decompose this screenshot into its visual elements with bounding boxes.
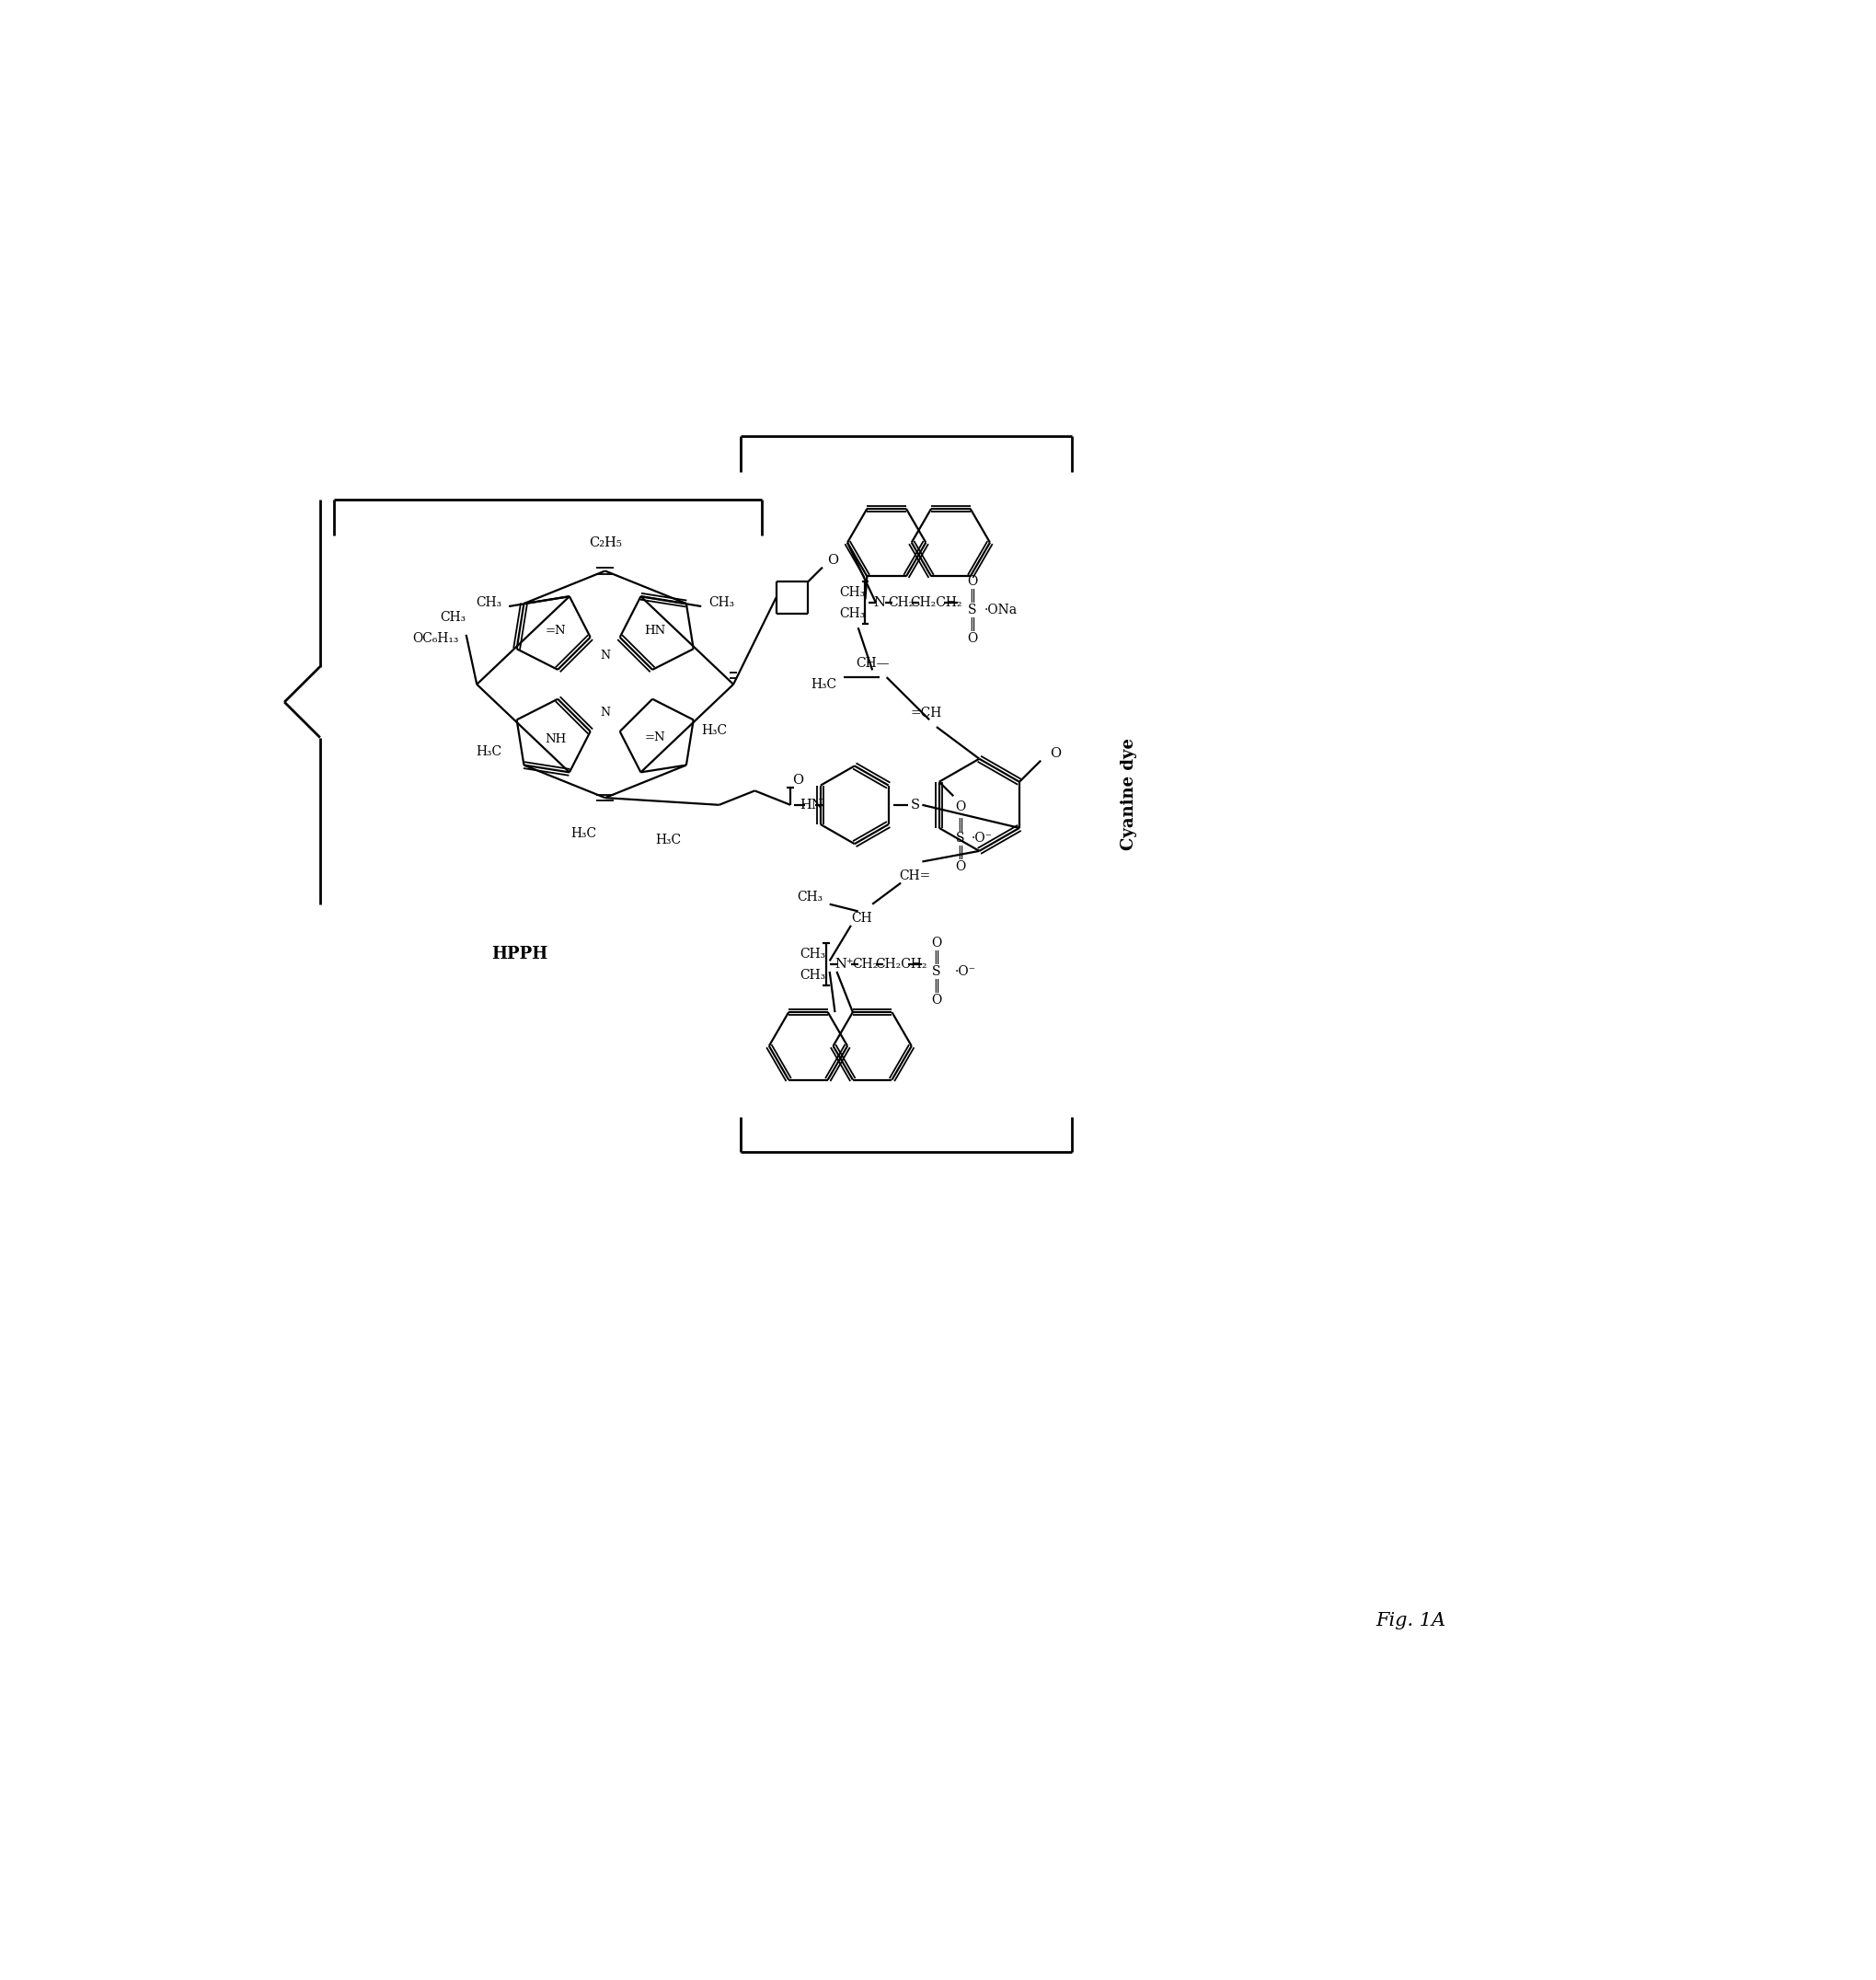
Text: O: O: [955, 800, 966, 814]
Text: CH₃: CH₃: [797, 891, 822, 903]
Text: CH₃: CH₃: [801, 968, 825, 982]
Text: O: O: [1049, 746, 1060, 760]
Text: ‖: ‖: [932, 978, 940, 992]
Text: HN: HN: [643, 626, 666, 638]
Text: O: O: [827, 554, 839, 566]
Text: Fig. 1A: Fig. 1A: [1375, 1612, 1446, 1630]
Text: ‖: ‖: [957, 845, 964, 859]
Text: O: O: [966, 632, 977, 645]
Text: N⁺: N⁺: [835, 958, 854, 970]
Text: O: O: [930, 994, 942, 1006]
Text: CH₂: CH₂: [852, 958, 878, 970]
Text: N: N: [874, 596, 885, 610]
Text: CH—: CH—: [855, 657, 889, 669]
Text: ‖: ‖: [957, 818, 964, 832]
Text: CH₃: CH₃: [477, 596, 501, 610]
Text: =N: =N: [544, 626, 567, 638]
Text: H₃C: H₃C: [810, 677, 837, 691]
Text: CH₃: CH₃: [709, 596, 734, 610]
Text: S: S: [968, 604, 977, 616]
Text: CH₂CH₂: CH₂CH₂: [874, 958, 927, 970]
Text: =CH: =CH: [910, 707, 942, 719]
Text: ·O⁻: ·O⁻: [955, 964, 976, 978]
Text: S: S: [957, 832, 964, 845]
Text: CH: CH: [852, 913, 872, 925]
Text: ‖: ‖: [968, 618, 976, 632]
Text: S: S: [932, 964, 942, 978]
Text: CH₃: CH₃: [839, 608, 865, 620]
Text: CH₃: CH₃: [441, 610, 465, 624]
Text: =N: =N: [645, 731, 666, 744]
Text: ‖: ‖: [968, 588, 976, 602]
Text: H₃C: H₃C: [570, 828, 597, 840]
Text: ·O⁻: ·O⁻: [972, 832, 992, 845]
Text: H₃C: H₃C: [702, 725, 728, 737]
Text: ‖: ‖: [932, 950, 940, 964]
Text: CH₂: CH₂: [887, 596, 914, 610]
Text: H₃C: H₃C: [477, 744, 501, 758]
Text: HN: HN: [799, 798, 824, 812]
Text: C₂H₅: C₂H₅: [589, 537, 621, 548]
Text: CH=: CH=: [899, 869, 930, 883]
Text: CH₃: CH₃: [801, 946, 825, 960]
Text: CH₂CH₂: CH₂CH₂: [910, 596, 962, 610]
Text: Cyanine dye: Cyanine dye: [1120, 739, 1137, 849]
Text: H₃C: H₃C: [655, 834, 681, 847]
Text: N: N: [600, 707, 610, 719]
Text: ·ONa: ·ONa: [985, 604, 1017, 616]
Text: O: O: [930, 937, 942, 950]
Text: CH₃: CH₃: [839, 586, 865, 598]
Text: OC₆H₁₃: OC₆H₁₃: [413, 632, 460, 645]
Text: O: O: [792, 774, 803, 786]
Text: S: S: [910, 798, 919, 812]
Text: HPPH: HPPH: [492, 946, 548, 962]
Text: O: O: [966, 574, 977, 588]
Text: NH: NH: [544, 735, 567, 746]
Text: N: N: [600, 649, 610, 661]
Text: O: O: [955, 861, 966, 873]
